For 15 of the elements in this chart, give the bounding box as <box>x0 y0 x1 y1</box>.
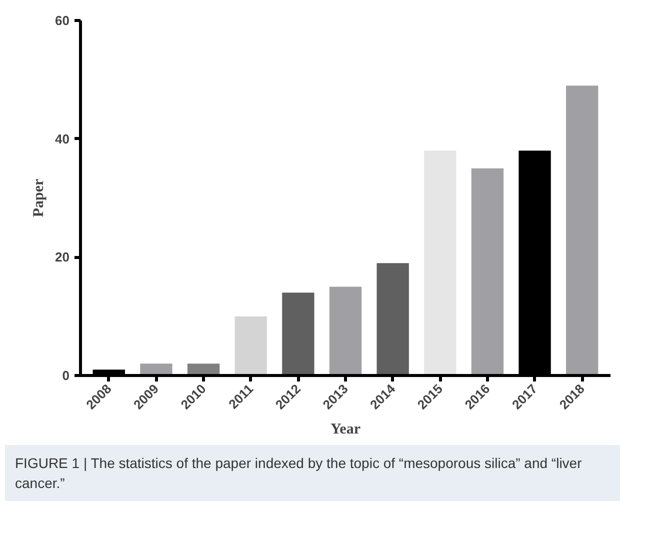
x-axis-title: Year <box>330 421 361 438</box>
bar <box>566 86 598 376</box>
bar <box>424 150 456 376</box>
bar <box>282 292 314 376</box>
bar <box>140 364 172 376</box>
bar <box>376 263 409 376</box>
caption: FIGURE 1 | The statistics of the paper indexed by the topic of “mesoporous silica” and “liver cancer.” <box>5 445 620 501</box>
bar <box>471 168 504 376</box>
y-tick-label: 40 <box>55 131 70 146</box>
y-tick-label: 0 <box>62 368 70 383</box>
y-axis-title: Paper <box>31 178 48 218</box>
bar <box>329 286 362 376</box>
bar <box>234 316 267 376</box>
y-tick-label: 20 <box>55 250 70 265</box>
y-tick-label: 60 <box>55 13 70 28</box>
